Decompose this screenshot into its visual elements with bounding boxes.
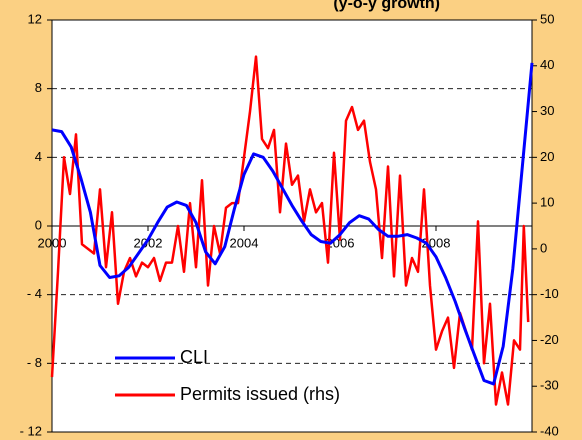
y2-tick-label: 10 [540, 195, 554, 210]
y-tick-label: - 4 [27, 286, 42, 301]
y-tick-label: 8 [35, 80, 42, 95]
x-tick-label: 2004 [230, 235, 259, 250]
x-tick-label: 2000 [38, 235, 67, 250]
legend-label: CLI [180, 347, 208, 367]
y2-tick-label: -30 [540, 378, 559, 393]
series-line [51, 62, 534, 386]
chart-title: (y-o-y growth) [333, 0, 440, 12]
y-tick-label: 12 [28, 11, 42, 26]
y-tick-label: - 8 [27, 355, 42, 370]
y2-tick-label: -40 [540, 423, 559, 438]
y2-tick-label: -20 [540, 332, 559, 347]
y2-tick-label: 50 [540, 11, 554, 26]
y2-tick-label: -10 [540, 286, 559, 301]
y-tick-label: 0 [35, 217, 42, 232]
y2-tick-label: 40 [540, 57, 554, 72]
y2-tick-label: 20 [540, 149, 554, 164]
legend-label: Permits issued (rhs) [180, 384, 340, 404]
y2-tick-label: 0 [540, 240, 547, 255]
x-tick-label: 2002 [134, 235, 163, 250]
y-tick-label: 4 [35, 149, 42, 164]
y-tick-label: - 12 [20, 423, 42, 438]
y2-tick-label: 30 [540, 103, 554, 118]
